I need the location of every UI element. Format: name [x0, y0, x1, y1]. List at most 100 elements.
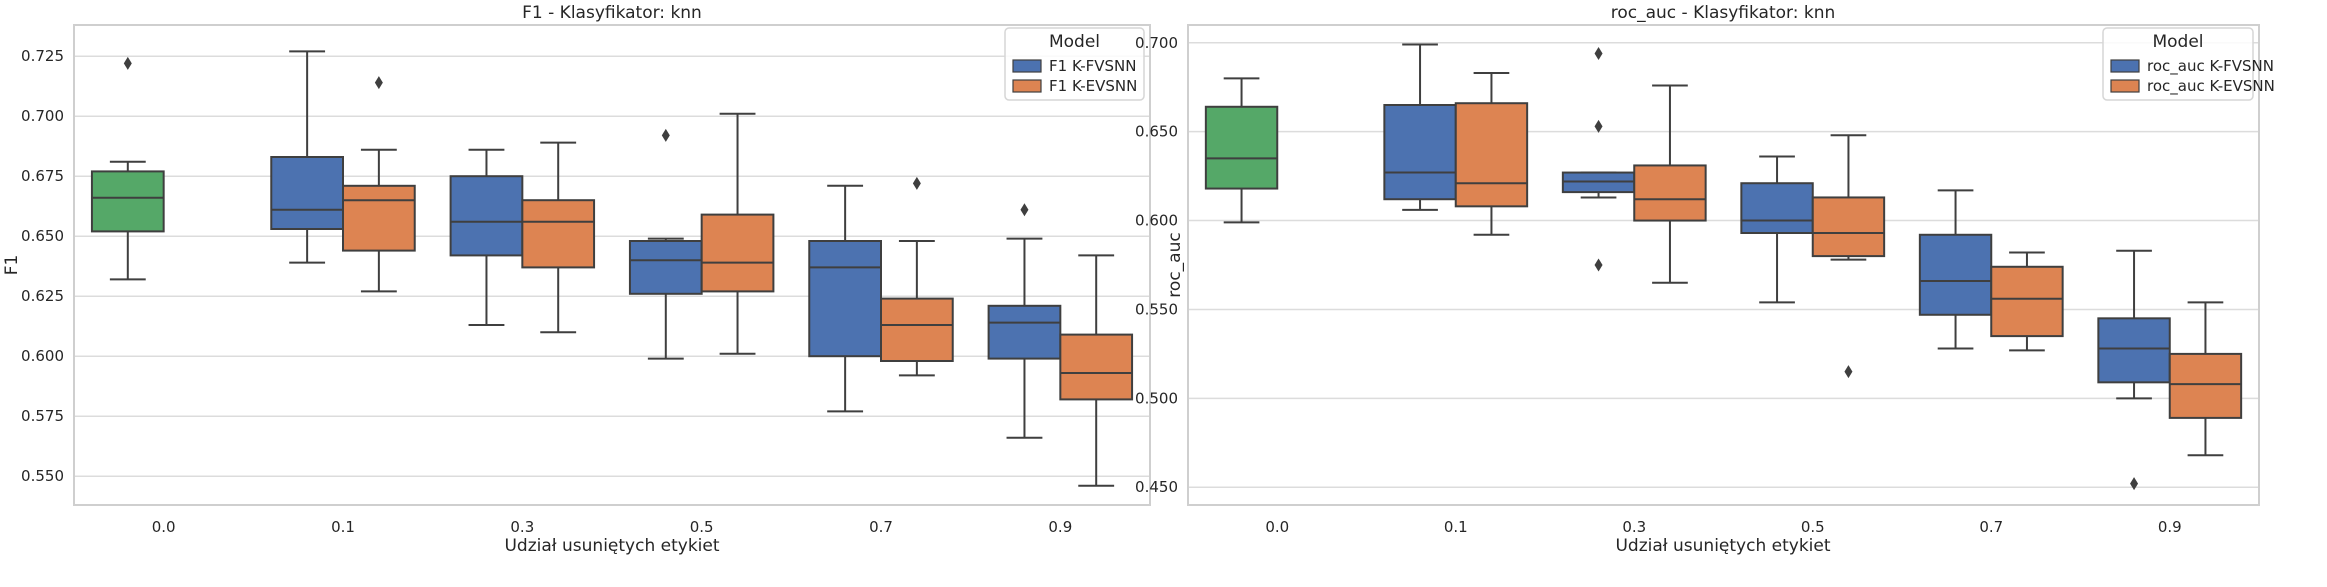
box-plot	[808, 184, 882, 413]
box-plot	[2097, 249, 2171, 491]
box-plot	[1383, 43, 1457, 211]
outlier-point	[1594, 258, 1603, 272]
legend-title: Model	[1049, 32, 1100, 52]
box-iqr	[90, 170, 165, 233]
y-tick-label: 0.700	[1135, 34, 1178, 52]
box-plot	[987, 203, 1062, 439]
boxes	[1204, 43, 2243, 491]
box-plot	[90, 56, 165, 281]
chart-title: F1 - Klasyfikator: knn	[522, 3, 702, 23]
box-plot	[1740, 155, 1814, 304]
box-iqr	[1918, 233, 1993, 316]
x-tick-label: 0.9	[2158, 518, 2182, 536]
box-iqr	[808, 240, 882, 358]
legend: Model F1 K-FVSNN F1 K-EVSNN	[1004, 27, 1145, 101]
y-tick-label: 0.600	[1135, 212, 1178, 230]
y-tick-labels: 0.450 0.500 0.550 0.600 0.650 0.700	[1135, 34, 1178, 496]
box-iqr	[2168, 352, 2243, 419]
box-plot	[628, 128, 703, 360]
y-tick-label: 0.550	[21, 467, 64, 485]
y-tick-label: 0.450	[1135, 478, 1178, 496]
box-iqr	[521, 199, 596, 269]
box-plot	[521, 141, 596, 334]
chart-f1: F1 - Klasyfikator: knn 0.550 0.575 0.600 0.…	[2, 3, 1151, 556]
y-tick-label: 0.650	[1135, 123, 1178, 141]
y-tick-label: 0.725	[21, 47, 64, 65]
x-tick-label: 0.5	[1801, 518, 1825, 536]
chart-roc-auc: roc_auc - Klasyfikator: knn 0.4500.5000.…	[1135, 3, 2275, 556]
legend-swatch	[2110, 59, 2140, 73]
box-plot	[1918, 189, 1993, 350]
box-iqr	[270, 156, 344, 230]
outlier-point	[912, 176, 921, 190]
outlier-point	[1844, 365, 1853, 379]
box-iqr	[700, 213, 775, 293]
box-plot	[1811, 134, 1886, 379]
box-iqr	[1204, 105, 1279, 190]
outlier-point	[123, 56, 132, 70]
y-axis-label: roc_auc	[1165, 232, 1185, 297]
outlier-point	[1020, 203, 1029, 217]
box-iqr	[1059, 333, 1134, 401]
x-tick-labels: 0.0 0.1 0.3 0.5 0.7 0.9	[152, 518, 1073, 536]
outlier-point	[2130, 477, 2139, 491]
box-plot	[2168, 301, 2243, 457]
x-tick-label: 0.3	[1622, 518, 1646, 536]
legend-entry: roc_auc K-EVSNN	[2147, 77, 2275, 96]
x-tick-label: 0.0	[152, 518, 176, 536]
x-axis-label: Udział usuniętych etykiet	[504, 536, 719, 556]
box-plot	[1059, 254, 1134, 487]
box-plot	[342, 76, 416, 293]
box-plot	[1990, 251, 2064, 352]
x-tick-label: 0.5	[690, 518, 714, 536]
box-iqr	[1990, 265, 2064, 338]
legend-entry: roc_auc K-FVSNN	[2147, 57, 2274, 76]
y-tick-label: 0.600	[21, 347, 64, 365]
legend-entry: F1 K-EVSNN	[1049, 77, 1137, 95]
x-tick-label: 0.3	[510, 518, 534, 536]
plot-frame	[73, 24, 1151, 506]
chart-title: roc_auc - Klasyfikator: knn	[1611, 3, 1836, 23]
box-iqr	[1740, 182, 1814, 235]
y-tick-label: 0.500	[1135, 389, 1178, 407]
x-tick-label: 0.1	[331, 518, 355, 536]
box-plot	[270, 50, 344, 264]
box-iqr	[2097, 317, 2171, 384]
box-plot	[880, 176, 954, 377]
x-tick-label: 0.9	[1048, 518, 1072, 536]
grid-lines	[74, 55, 1150, 477]
box-iqr	[1383, 104, 1457, 201]
box-iqr	[449, 175, 524, 257]
legend-entry: F1 K-FVSNN	[1049, 57, 1136, 75]
box-iqr	[1811, 196, 1886, 258]
box-iqr	[1633, 164, 1707, 222]
y-tick-label: 0.675	[21, 167, 64, 185]
x-axis-label: Udział usuniętych etykiet	[1615, 536, 1830, 556]
box-plot	[1204, 77, 1279, 224]
legend-title: Model	[2152, 32, 2203, 52]
outlier-point	[1594, 46, 1603, 60]
outlier-point	[1594, 119, 1603, 133]
box-plot	[700, 112, 775, 355]
outlier-point	[661, 128, 670, 142]
box-plot	[1454, 72, 1529, 236]
legend-swatch	[1012, 59, 1042, 73]
x-tick-label: 0.7	[1979, 518, 2003, 536]
box-iqr	[1454, 102, 1529, 208]
box-iqr	[342, 184, 416, 252]
y-tick-labels: 0.550 0.575 0.600 0.625 0.650 0.675 0.700 0.725	[21, 47, 64, 485]
x-tick-labels: 0.0 0.1 0.3 0.5 0.7 0.9	[1265, 518, 2181, 536]
outlier-point	[374, 76, 383, 90]
y-tick-label: 0.575	[21, 407, 64, 425]
boxes	[90, 50, 1134, 487]
legend-swatch	[2110, 79, 2140, 93]
legend-swatch	[1012, 79, 1042, 93]
box-plot	[1633, 84, 1707, 284]
y-tick-label: 0.650	[21, 227, 64, 245]
box-plot	[449, 148, 524, 326]
y-tick-label: 0.625	[21, 287, 64, 305]
box-iqr	[880, 297, 954, 363]
y-tick-label: 0.550	[1135, 300, 1178, 318]
